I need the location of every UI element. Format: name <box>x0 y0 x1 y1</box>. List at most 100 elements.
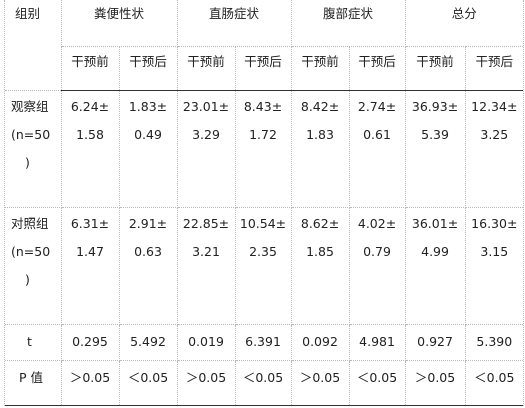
cell-sd: 0.61 <box>363 126 391 142</box>
table-cell: ＜0.05 <box>349 360 406 406</box>
results-table: 组别 粪便性状 直肠症状 腹部症状 总分 干预前 干预后 干预前 <box>5 0 524 406</box>
row-label: 对照组 (n=50 ) <box>5 207 62 325</box>
table-cell: ＞0.05 <box>177 360 236 406</box>
results-table-container: 组别 粪便性状 直肠症状 腹部症状 总分 干预前 干预后 干预前 <box>4 0 524 406</box>
sub-header-cell: 干预后 <box>119 46 178 91</box>
row-label-line: ) <box>25 271 30 287</box>
cell-mean: 1.83± <box>128 98 168 114</box>
sub-header-cell: 干预后 <box>349 46 406 91</box>
table-cell: ＞0.05 <box>405 360 466 406</box>
table-cell: ＜0.05 <box>235 360 292 406</box>
table-cell: 8.42± 1.83 <box>291 90 350 208</box>
group-header-stool-label: 粪便性状 <box>94 6 145 21</box>
table-cell: ＞0.05 <box>291 360 350 406</box>
table-cell: 6.31± 1.47 <box>61 207 120 325</box>
table-cell: 12.34± 3.25 <box>465 90 524 208</box>
sub-header-cell: 干预前 <box>177 46 236 91</box>
cell-mean: 8.43± <box>243 98 283 114</box>
cell-sd: 1.83 <box>306 126 334 142</box>
cell-sd: 1.72 <box>249 126 277 142</box>
table-cell: 2.91± 0.63 <box>119 207 178 325</box>
header-row-periods: 干预前 干预后 干预前 干预后 干预前 干预后 干预前 干预后 <box>5 46 524 91</box>
cell-sd: 4.99 <box>421 243 449 259</box>
table-cell: 4.981 <box>349 324 406 362</box>
cell-mean: 36.93± <box>411 98 459 114</box>
table-row-t: t 0.295 5.492 0.019 6.391 0.092 4.981 0.… <box>5 324 524 362</box>
group-header-abdominal-label: 腹部症状 <box>323 6 374 21</box>
cell-sd: 1.58 <box>76 126 104 142</box>
cell-mean: 10.54± <box>239 215 287 231</box>
cell-sd: 3.21 <box>192 243 220 259</box>
row-label-line: ) <box>25 154 30 170</box>
table-row-control-group: 对照组 (n=50 ) 6.31± 1.47 2.91± 0.63 22.85± 3.… <box>5 207 524 325</box>
row-label-line: 对照组 <box>11 215 49 231</box>
cell-sd: 3.29 <box>192 126 220 142</box>
cell-sd: 0.79 <box>363 243 391 259</box>
table-cell: 8.62± 1.85 <box>291 207 350 325</box>
table-cell: ＞0.05 <box>61 360 120 406</box>
table-cell: 23.01± 3.29 <box>177 90 236 208</box>
table-cell: 5.492 <box>119 324 178 362</box>
cell-mean: 2.74± <box>357 98 397 114</box>
group-header-abdominal: 腹部症状 <box>291 0 406 47</box>
table-cell: ＜0.05 <box>119 360 178 406</box>
cell-sd: 3.15 <box>480 243 509 259</box>
sub-header-cell: 干预后 <box>465 46 524 91</box>
table-row-observation-group: 观察组 (n=50 ) 6.24± 1.58 1.83± 0.49 23.01± 3.… <box>5 90 524 208</box>
row-label-line: (n=50 <box>11 243 51 259</box>
sub-header-cell: 干预前 <box>291 46 350 91</box>
cell-mean: 8.62± <box>300 215 340 231</box>
cell-mean: 23.01± <box>182 98 230 114</box>
table-cell: 8.43± 1.72 <box>235 90 292 208</box>
cell-mean: 12.34± <box>471 98 518 114</box>
group-header-stool: 粪便性状 <box>61 0 178 47</box>
cell-mean: 16.30± <box>471 215 518 231</box>
table-cell: 6.391 <box>235 324 292 362</box>
sub-header-cell: 干预后 <box>235 46 292 91</box>
group-header-total-label: 总分 <box>451 6 477 21</box>
table-cell: 0.295 <box>61 324 120 362</box>
header-row-groups: 组别 粪便性状 直肠症状 腹部症状 总分 <box>5 0 524 91</box>
table-cell: 0.019 <box>177 324 236 362</box>
cell-sd: 3.25 <box>480 126 509 142</box>
row-label: t <box>5 324 62 362</box>
cell-sd: 5.39 <box>421 126 449 142</box>
table-cell: 36.01± 4.99 <box>405 207 466 325</box>
table-row-p-value: P 值 ＞0.05 ＜0.05 ＞0.05 ＜0.05 ＞0.05 ＜0.05 … <box>5 360 524 406</box>
cell-mean: 2.91± <box>128 215 168 231</box>
row-label: 观察组 (n=50 ) <box>5 90 62 208</box>
cell-mean: 22.85± <box>182 215 230 231</box>
table-cell: 1.83± 0.49 <box>119 90 178 208</box>
cell-sd: 1.85 <box>306 243 334 259</box>
table-cell: ＜0.05 <box>465 360 524 406</box>
row-label-line: 观察组 <box>11 98 49 114</box>
table-cell: 36.93± 5.39 <box>405 90 466 208</box>
table-cell: 16.30± 3.15 <box>465 207 524 325</box>
cell-sd: 2.35 <box>249 243 277 259</box>
cell-sd: 0.63 <box>134 243 162 259</box>
table-cell: 0.927 <box>405 324 466 362</box>
group-header-label: 组别 <box>15 6 41 21</box>
cell-sd: 0.49 <box>134 126 162 142</box>
sub-header-cell: 干预前 <box>405 46 466 91</box>
sub-header-cell: 干预前 <box>61 46 120 91</box>
cell-mean: 4.02± <box>357 215 397 231</box>
cell-mean: 6.24± <box>70 98 110 114</box>
group-header-cell: 组别 <box>5 0 62 91</box>
cell-sd: 1.47 <box>76 243 104 259</box>
table-cell: 2.74± 0.61 <box>349 90 406 208</box>
table-cell: 10.54± 2.35 <box>235 207 292 325</box>
table-cell: 22.85± 3.21 <box>177 207 236 325</box>
table-cell: 4.02± 0.79 <box>349 207 406 325</box>
group-header-rectal: 直肠症状 <box>177 0 292 47</box>
cell-mean: 36.01± <box>411 215 459 231</box>
group-header-total: 总分 <box>405 0 524 47</box>
row-label: P 值 <box>5 360 62 406</box>
cell-mean: 8.42± <box>300 98 340 114</box>
table-cell: 5.390 <box>465 324 524 362</box>
cell-mean: 6.31± <box>70 215 110 231</box>
row-label-line: (n=50 <box>11 126 51 142</box>
table-cell: 0.092 <box>291 324 350 362</box>
table-cell: 6.24± 1.58 <box>61 90 120 208</box>
group-header-rectal-label: 直肠症状 <box>209 6 260 21</box>
